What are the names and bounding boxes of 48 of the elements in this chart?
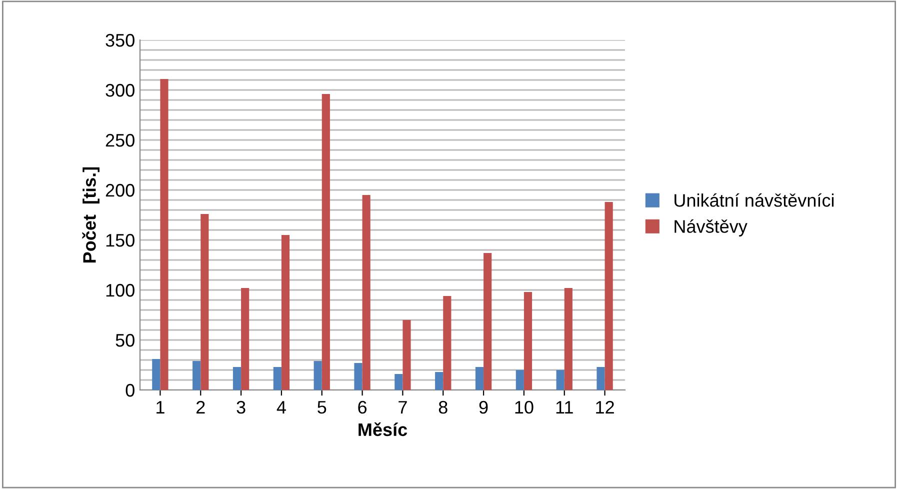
bar bbox=[362, 195, 370, 390]
y-tick-label: 200 bbox=[106, 184, 134, 197]
x-tick-label: 5 bbox=[318, 401, 326, 414]
bar bbox=[564, 288, 572, 390]
y-tick-label: 150 bbox=[106, 234, 134, 247]
y-tick-label: 50 bbox=[116, 334, 134, 347]
bar bbox=[556, 370, 564, 390]
y-tick-label: 250 bbox=[106, 134, 134, 147]
legend-label: Unikátní návštěvníci bbox=[674, 193, 834, 207]
x-tick-label: 2 bbox=[196, 400, 205, 414]
bar bbox=[200, 214, 209, 390]
bar bbox=[241, 288, 250, 390]
y-tick-label: 350 bbox=[106, 34, 134, 47]
bar bbox=[475, 367, 484, 390]
x-tick-label: 1 bbox=[156, 401, 164, 414]
x-tick-label: 7 bbox=[398, 401, 407, 414]
x-tick-label: 9 bbox=[479, 400, 488, 414]
bar bbox=[524, 292, 532, 390]
x-tick-label: 3 bbox=[236, 400, 246, 414]
bar bbox=[443, 296, 452, 390]
bar bbox=[484, 253, 492, 390]
bar bbox=[516, 370, 524, 390]
bar bbox=[314, 361, 322, 390]
x-tick-label: 6 bbox=[358, 400, 367, 414]
bar bbox=[604, 202, 613, 390]
x-axis-title: Měsíc bbox=[358, 422, 408, 436]
bar bbox=[402, 320, 411, 390]
bar bbox=[394, 374, 403, 390]
y-axis-title: Počet [tis.] bbox=[82, 167, 100, 262]
y-tick-label: 300 bbox=[106, 84, 134, 97]
bar bbox=[232, 367, 242, 390]
legend-label: Návštěvy bbox=[674, 219, 748, 236]
y-tick-label: 100 bbox=[106, 284, 134, 297]
x-tick-label: 11 bbox=[556, 401, 573, 414]
bar bbox=[596, 367, 605, 390]
bar bbox=[160, 79, 168, 390]
bar bbox=[322, 94, 330, 390]
x-tick-label: 10 bbox=[515, 400, 534, 414]
bar bbox=[354, 363, 362, 390]
bar bbox=[435, 372, 444, 390]
bar bbox=[192, 361, 201, 390]
bar bbox=[273, 367, 282, 390]
y-tick-label: 0 bbox=[126, 384, 134, 397]
bar bbox=[152, 359, 160, 390]
bar bbox=[281, 235, 290, 390]
x-tick-label: 4 bbox=[276, 401, 286, 414]
x-tick-label: 8 bbox=[438, 400, 448, 414]
x-tick-label: 12 bbox=[596, 400, 614, 414]
